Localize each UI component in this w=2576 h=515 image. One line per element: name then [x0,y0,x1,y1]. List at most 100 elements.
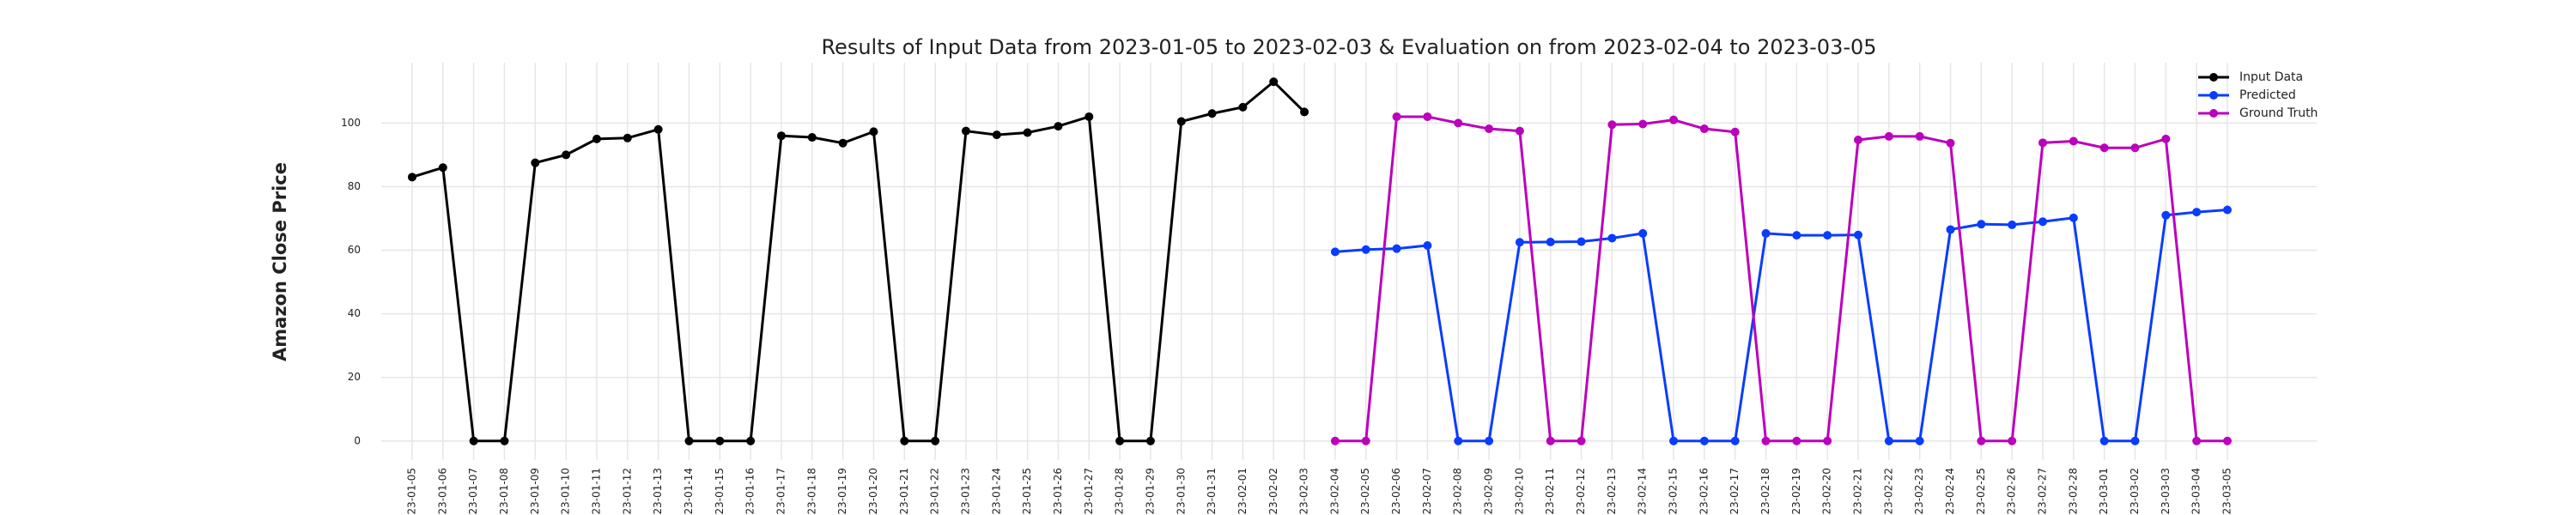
data-point [1638,119,1648,129]
data-point [2161,134,2171,143]
x-tick-label: 2023-02-11 [1544,468,1556,515]
x-tick-label: 2023-02-07 [1421,468,1433,515]
x-tick-label: 2023-03-02 [2129,468,2141,515]
data-point [1546,436,1555,445]
data-point [2223,436,2232,445]
x-tick-label: 2023-02-19 [1790,468,1802,515]
data-point [1699,436,1709,445]
data-point [1699,124,1709,134]
data-point [1761,228,1771,238]
data-point [2038,138,2048,148]
y-tick-label: 0 [354,434,361,446]
data-point [1884,131,1893,141]
x-tick-label: 2023-01-29 [1144,468,1156,515]
data-point [992,130,1001,140]
x-tick-label: 2023-01-25 [1021,468,1033,515]
x-tick-label: 2023-01-13 [652,468,664,515]
legend-marker [2209,73,2218,82]
x-tick-label: 2023-01-08 [498,468,510,515]
data-point [869,127,878,136]
x-tick-label: 2023-02-09 [1483,468,1495,515]
data-point [1454,118,1463,128]
data-point [1730,127,1740,136]
data-point [469,436,478,445]
data-point [1176,117,1186,126]
x-tick-label: 2023-02-14 [1637,468,1649,515]
x-tick-label: 2023-01-15 [714,468,726,515]
x-tick-label: 2023-01-22 [929,468,941,515]
y-axis-label: Amazon Close Price [270,162,290,361]
data-point [2038,217,2048,227]
x-tick-label: 2023-01-05 [406,468,418,515]
x-tick-label: 2023-02-04 [1328,468,1340,515]
legend-marker [2209,109,2218,118]
data-point [1361,436,1370,445]
x-tick-label: 2023-01-12 [621,468,633,515]
x-tick-label: 2023-02-13 [1606,468,1618,515]
x-tick-label: 2023-01-19 [836,468,848,515]
data-point [1423,112,1432,121]
x-tick-label: 2023-01-07 [467,468,479,515]
data-point [1330,436,1340,445]
data-point [1392,112,1401,121]
x-tick-label: 2023-01-23 [959,468,971,515]
data-point [1238,102,1248,112]
x-tick-label: 2023-02-16 [1698,468,1710,515]
data-point [1607,120,1617,130]
legend-marker [2209,91,2218,100]
y-tick-label: 60 [348,244,361,256]
data-point [931,436,940,445]
x-tick-label: 2023-01-21 [898,468,910,515]
data-point [1269,77,1279,87]
x-tick-label: 2023-02-01 [1236,468,1249,515]
data-point [653,124,663,134]
data-point [961,126,970,136]
x-tick-label: 2023-02-27 [2037,468,2049,515]
data-point [1854,136,1863,145]
x-tick-label: 2023-02-10 [1513,468,1525,515]
series-line [411,80,1306,443]
data-point [1638,228,1648,238]
data-point [1485,124,1494,134]
data-point [1361,245,1370,254]
data-point [1330,247,1340,257]
data-point [408,173,416,182]
data-point [807,133,817,142]
x-tick-label: 2023-01-20 [867,468,879,515]
data-point [2192,436,2202,445]
x-tick-label: 2023-01-11 [590,468,602,515]
chart-title: Results of Input Data from 2023-01-05 to… [821,35,1876,59]
data-point [1946,225,1955,234]
data-point [900,436,909,445]
x-tick-label: 2023-02-02 [1267,468,1279,515]
x-tick-label: 2023-02-06 [1390,468,1402,515]
x-tick-label: 2023-02-28 [2067,468,2079,515]
data-point [838,138,848,148]
data-point [1054,122,1063,131]
x-tick-label: 2023-02-22 [1882,468,1894,515]
data-point [1946,138,1955,148]
data-point [715,436,725,445]
x-tick-label: 2023-02-15 [1668,468,1680,515]
data-point [1792,231,1801,240]
data-point [1669,115,1679,124]
x-tick-label: 2023-02-23 [1913,468,1925,515]
x-tick-label: 2023-01-09 [529,468,541,515]
data-point [562,150,571,160]
data-point [1977,220,1986,229]
x-tick-label: 2023-01-17 [775,468,787,515]
x-tick-label: 2023-01-27 [1083,468,1095,515]
data-point [1823,436,1832,445]
data-point [500,436,509,445]
data-point [2069,136,2078,146]
x-tick-label: 2023-01-14 [683,468,695,515]
data-point [776,131,786,141]
x-tick-label: 2023-02-17 [1728,468,1741,515]
x-tick-label: 2023-03-03 [2160,468,2172,515]
data-point [2223,205,2232,215]
data-point [1730,436,1740,445]
data-point [1423,240,1432,250]
x-tick-label: 2023-01-26 [1052,468,1064,515]
series-line [1334,115,2227,443]
data-point [1023,128,1032,137]
